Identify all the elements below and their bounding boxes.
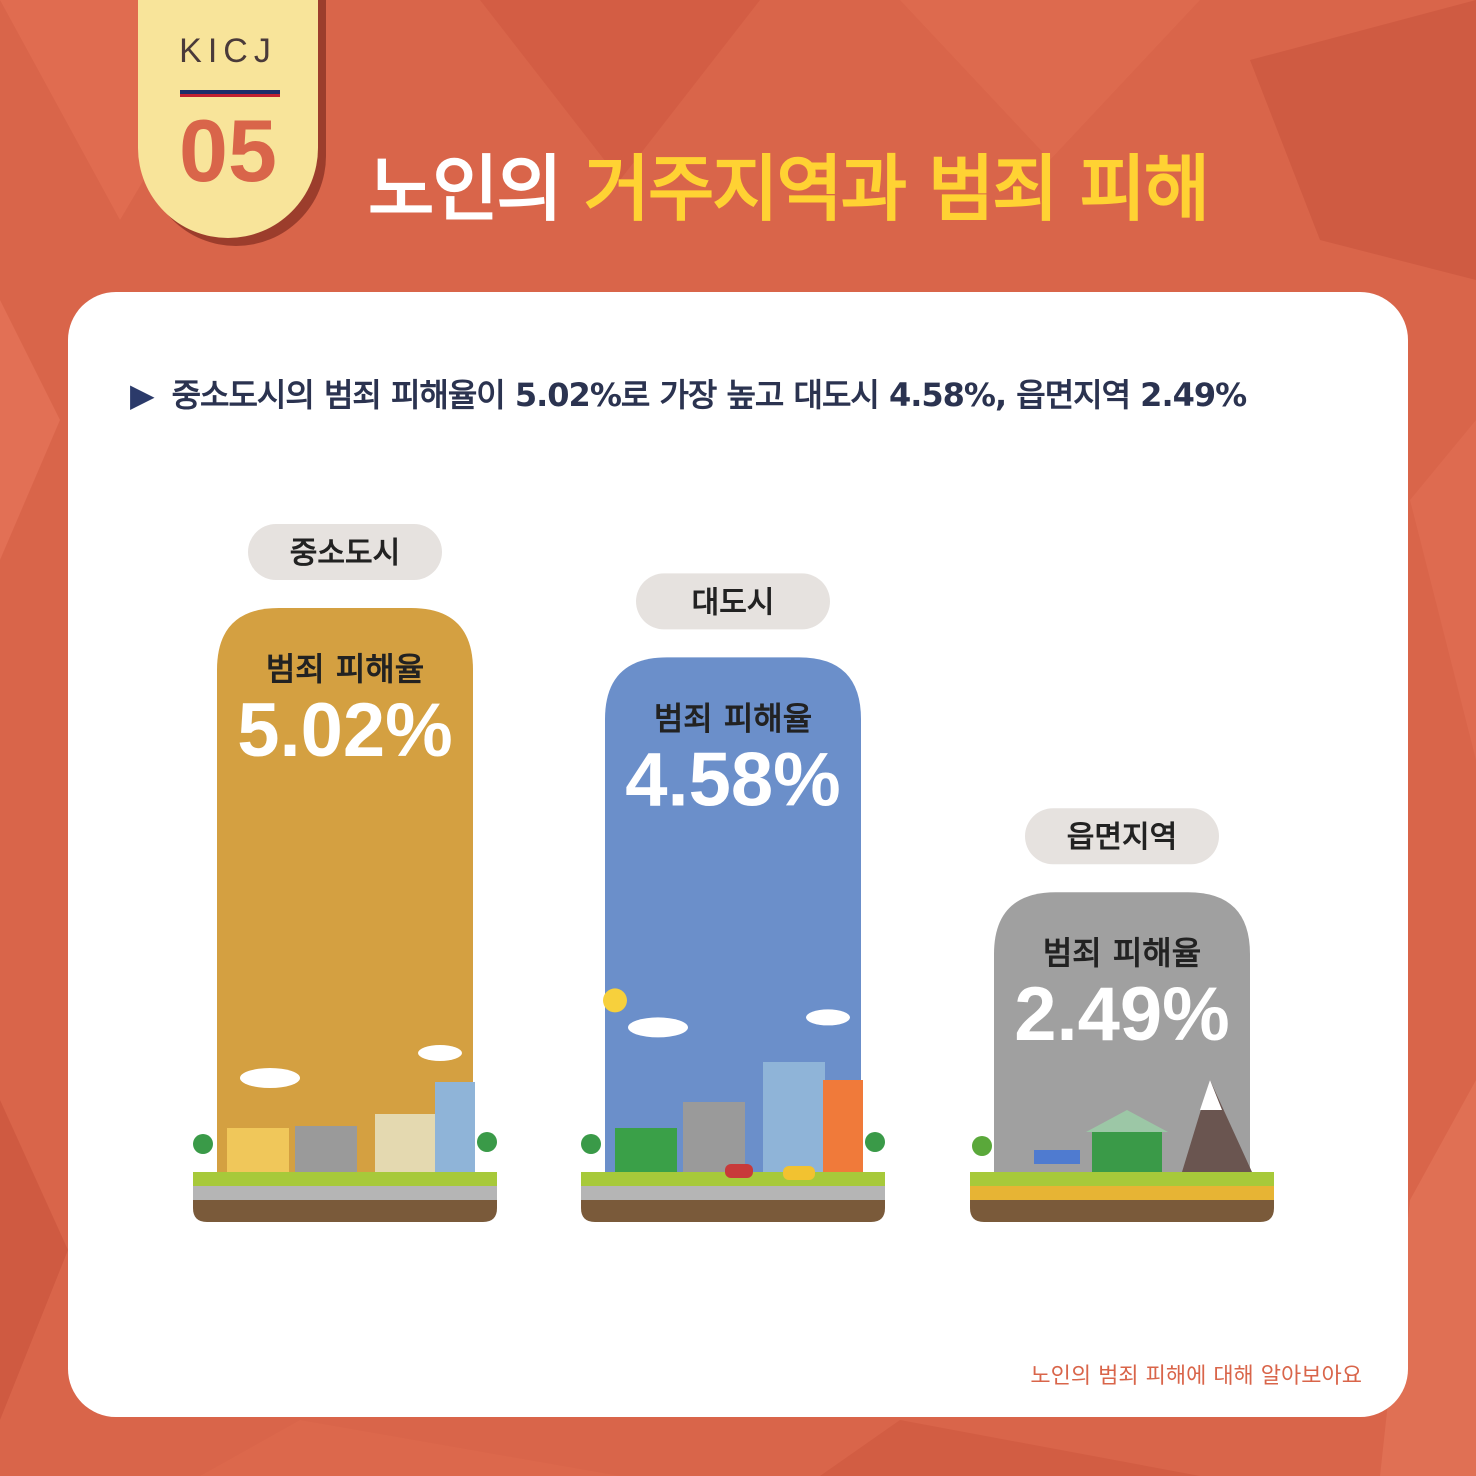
building-2-4 [823,1080,863,1172]
ground-soil-3 [970,1200,1274,1222]
building-1-1 [227,1128,289,1172]
ground-grass-3 [970,1172,1274,1186]
category-pill-2 [636,573,830,630]
tree-icon [972,1136,992,1156]
title-part1: 노인의 [368,147,584,231]
category-pill-3 [1025,808,1219,865]
building-1-4 [435,1082,475,1172]
tree-icon-1 [193,1134,213,1154]
red-car-icon [725,1164,753,1178]
summary-line: ▶ 중소도시의 범죄 피해율이 5.02%로 가장 높고 대도시 4.58%, 읍… [130,370,1248,416]
footer-caption: 노인의 범죄 피해에 대해 알아보아요 [1030,1364,1362,1389]
page-title: 노인의 거주지역과 범죄 피해 [368,130,1210,235]
value-label-2: 4.58% [625,737,841,822]
title-highlight: 거주지역과 범죄 피해 [583,147,1210,231]
bar-3 [994,892,1250,1172]
solar-panel-icon [1034,1150,1080,1164]
tree-icon-2 [581,1134,601,1154]
org-logo-text: KICJ [179,32,277,70]
value-label-3: 2.49% [1014,972,1230,1057]
building-2-1 [615,1128,677,1172]
mountain-icon [1182,1080,1252,1172]
category-label-2: 대도시 [692,585,775,620]
category-label-1: 중소도시 [290,536,400,571]
ground-soil-1 [193,1200,497,1222]
building-1-2 [295,1126,357,1172]
cloud-icon-b-2 [806,1009,850,1026]
cloud-icon-2 [628,1017,688,1038]
yellow-car-icon [783,1166,815,1180]
issue-badge: KICJ 05 [138,0,318,238]
tree-icon-right-1 [477,1132,497,1152]
ground-road-2 [581,1186,885,1200]
bar-1 [217,608,473,1172]
building-2-2 [683,1102,745,1172]
triangle-bullet-icon: ▶ [130,376,155,414]
farmhouse-roof-icon [1086,1110,1168,1132]
ground-grass-1 [193,1172,497,1186]
farmhouse-icon [1092,1132,1162,1172]
cloud-icon-b-1 [418,1045,462,1061]
ground-road-3 [970,1186,1274,1200]
building-2-3 [763,1062,825,1172]
bar-label-1: 범죄 피해율 [266,650,424,688]
ground-road-1 [193,1186,497,1200]
building-1-3 [375,1114,437,1172]
summary-text: 중소도시의 범죄 피해율이 5.02%로 가장 높고 대도시 4.58%, 읍면… [171,376,1248,414]
issue-number: 05 [179,101,277,200]
bar-label-2: 범죄 피해율 [654,699,812,737]
cloud-icon-1 [240,1068,300,1088]
category-label-3: 읍면지역 [1067,820,1177,855]
sun-icon [603,988,627,1013]
category-pill-1 [248,524,442,580]
value-label-1: 5.02% [237,688,453,773]
bar-2 [605,657,861,1172]
logo-underline [180,90,280,97]
tree-icon-right-2 [865,1132,885,1152]
mountain-snow-icon [1200,1080,1222,1110]
bar-label-3: 범죄 피해율 [1043,934,1201,972]
ground-soil-2 [581,1200,885,1222]
